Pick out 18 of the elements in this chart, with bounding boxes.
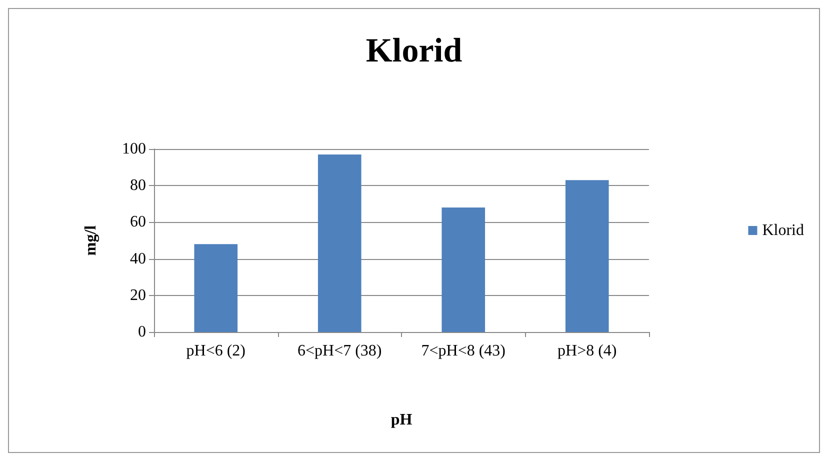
y-tick-label: 100 <box>122 140 146 158</box>
y-tick-label: 60 <box>130 214 146 231</box>
y-tick-label: 0 <box>138 324 146 340</box>
bar <box>565 180 609 332</box>
x-tick-label: 6<pH<7 (38) <box>297 342 382 360</box>
bar <box>194 244 238 332</box>
legend-label: Klorid <box>762 222 804 239</box>
x-tick-label: 7<pH<8 (43) <box>421 342 506 360</box>
y-axis-title: mg/l <box>82 224 100 256</box>
y-tick-label: 20 <box>130 286 146 304</box>
chart-title: Klorid <box>366 32 462 70</box>
x-tick-label: pH>8 (4) <box>558 342 617 360</box>
x-axis-title: pH <box>390 412 413 428</box>
bar <box>442 208 486 332</box>
bar <box>318 154 362 332</box>
x-tick-label: pH<6 (2) <box>186 342 246 360</box>
y-tick-label: 80 <box>130 177 146 194</box>
y-tick-label: 40 <box>130 250 146 268</box>
